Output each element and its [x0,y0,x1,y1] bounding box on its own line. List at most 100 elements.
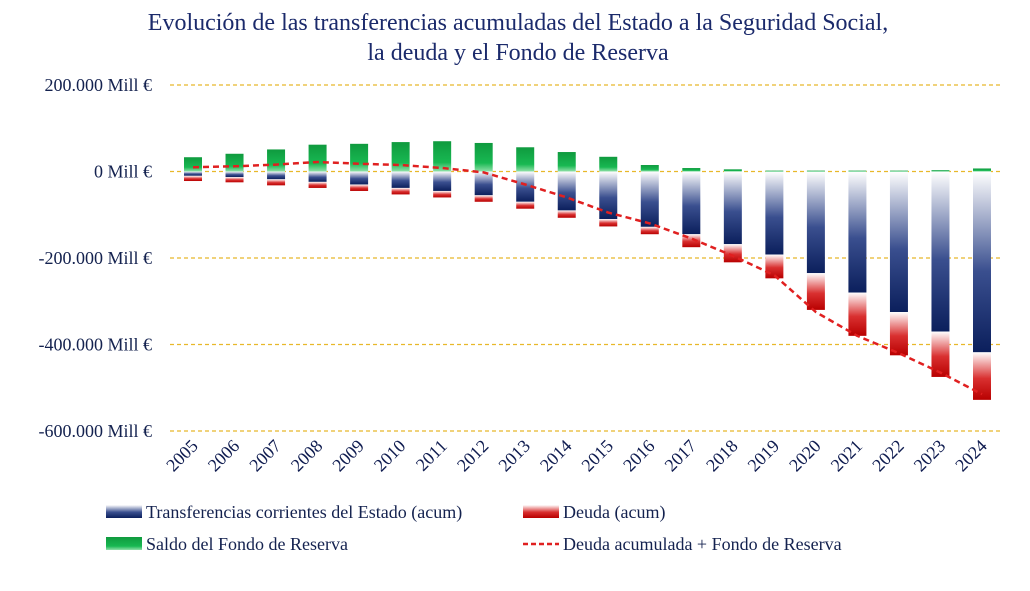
bar-transferencias [640,171,659,227]
bar-deuda [599,219,618,227]
bar-fondo-reserva [516,147,535,172]
x-tick-label: 2017 [661,436,701,476]
y-tick-label: -200.000 Mill € [38,248,152,268]
bar-transferencias [267,171,286,180]
bar-deuda [723,244,742,263]
x-tick-label: 2020 [785,436,825,476]
x-tick-label: 2009 [328,436,368,476]
x-tick-label: 2024 [951,436,991,476]
bar-deuda [973,352,991,400]
bar-deuda [931,331,950,377]
x-tick-label: 2008 [287,436,327,476]
x-tick-label: 2010 [370,436,410,476]
bar-transferencias [308,171,327,182]
bar-deuda [433,190,452,198]
chart-title: Evolución de las transferencias acumulad… [148,10,888,66]
chart-title-line-1: Evolución de las transferencias acumulad… [148,10,888,36]
bar-fondo-reserva [848,170,867,172]
bar-transferencias [474,171,493,196]
bar-fondo-reserva [557,152,576,172]
legend-swatch-deuda [523,505,559,518]
bar-deuda [848,292,867,336]
bar-fondo-reserva [931,170,950,172]
y-tick-label: -400.000 Mill € [38,335,152,355]
x-tick-label: 2007 [245,436,285,476]
x-tick-label: 2011 [412,436,451,475]
bar-fondo-reserva [391,142,410,172]
bar-deuda [474,195,493,202]
bar-transferencias [350,171,369,185]
bar-fondo-reserva [184,157,202,172]
bar-deuda [516,201,535,209]
bar-fondo-reserva [723,169,742,172]
legend-item-fondo: Saldo del Fondo de Reserva [106,534,348,554]
x-tick-label: 2015 [577,436,617,476]
x-tick-label: 2014 [536,436,576,476]
y-tick-label: 200.000 Mill € [44,75,152,95]
bar-fondo-reserva [350,143,369,172]
y-tick-label: -600.000 Mill € [38,421,152,441]
bar-deuda [267,179,286,186]
bar-deuda [184,175,202,182]
legend-label-transferencias: Transferencias corrientes del Estado (ac… [146,502,462,523]
bar-fondo-reserva [308,144,327,172]
gridlines [170,84,1002,432]
bar-transferencias [599,171,618,220]
bar-deuda [308,181,327,188]
legend-item-transferencias: Transferencias corrientes del Estado (ac… [106,502,462,523]
bar-deuda [557,210,576,218]
bar-fondo-reserva [225,153,244,172]
legend-item-deuda-fondo-line: Deuda acumulada + Fondo de Reserva [523,534,842,554]
x-tick-label: 2022 [868,436,908,476]
x-tick-label: 2023 [910,436,950,476]
bar-transferencias [184,171,202,176]
x-axis-tick-labels: 2005 2006 2007 2008 2009 2010 2011 2012 2013 2014… [162,436,991,476]
line-deuda-acumulada-fondo [192,160,983,396]
bar-transferencias [765,171,784,255]
x-tick-label: 2018 [702,436,742,476]
bar-fondo-reserva [765,170,784,172]
bar-deuda [889,312,908,356]
x-tick-label: 2021 [827,436,867,476]
bar-fondo-reserva [682,168,701,172]
legend-swatch-fondo [106,537,142,550]
x-tick-label: 2019 [744,436,784,476]
bar-deuda [391,187,410,195]
x-tick-label: 2006 [204,436,244,476]
bars [184,141,991,400]
y-tick-label: 0 Mill € [94,162,152,182]
bar-transferencias [433,171,452,191]
bar-fondo-reserva [599,156,618,172]
bar-transferencias [889,171,908,313]
bar-deuda [225,177,244,183]
bar-deuda [350,184,369,191]
bar-fondo-reserva [267,149,286,172]
legend: Transferencias corrientes del Estado (ac… [106,502,842,554]
chart-title-line-2: la deuda y el Fondo de Reserva [367,40,669,66]
y-axis-tick-labels: 200.000 Mill € 0 Mill € -200.000 Mill € -40… [38,75,152,441]
bar-transferencias [682,171,701,235]
bar-fondo-reserva [640,165,659,172]
bar-transferencias [225,171,244,178]
bar-fondo-reserva [433,141,452,172]
bar-deuda [806,273,825,310]
x-tick-label: 2013 [494,436,534,476]
legend-label-fondo: Saldo del Fondo de Reserva [146,534,348,554]
bar-transferencias [973,171,991,353]
bar-transferencias [391,171,410,188]
bar-fondo-reserva [806,170,825,172]
bar-deuda [765,254,784,279]
bar-fondo-reserva [889,170,908,172]
bar-fondo-reserva [474,142,493,172]
line-series [192,160,983,396]
bar-transferencias [848,171,867,293]
x-tick-label: 2005 [162,436,202,476]
legend-label-deuda: Deuda (acum) [563,502,665,523]
bar-transferencias [557,171,576,211]
bar-transferencias [931,171,950,332]
bar-transferencias [806,171,825,274]
legend-label-line: Deuda acumulada + Fondo de Reserva [563,534,842,554]
bar-deuda [640,226,659,235]
